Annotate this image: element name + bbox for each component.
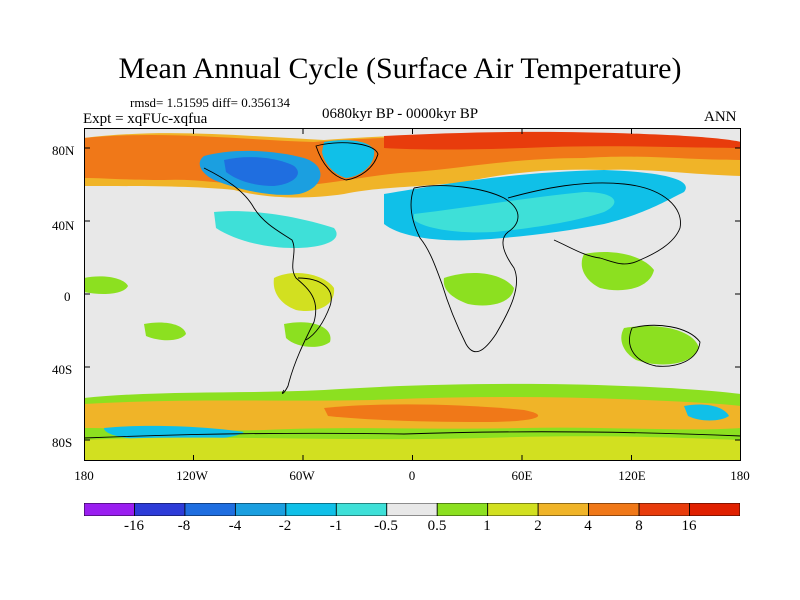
australia-coast [629, 324, 701, 367]
colorbar-label-m2: -2 [278, 518, 292, 534]
lon-label-60e: 60E [511, 468, 533, 483]
lon-label-180w: 180 [74, 468, 94, 483]
antarctic-cool-2 [684, 404, 729, 421]
colorbar-cell [689, 503, 740, 516]
colorbar-cell [487, 503, 539, 516]
period-label: 0680kyr BP - 0000kyr BP [322, 106, 479, 122]
lat-label-40n: 40N [52, 218, 75, 233]
colorbar-label-p16: 16 [681, 518, 697, 534]
colorbar-label-p05: 0.5 [427, 518, 447, 534]
australia-green [621, 326, 699, 365]
lon-label-0: 0 [408, 468, 416, 483]
tick-marks [84, 128, 741, 461]
antarctic-cool [104, 425, 244, 441]
africa-green [443, 273, 514, 306]
lat-label-80n: 80N [52, 143, 75, 158]
colorbar-label-p4: 4 [584, 518, 592, 534]
americas-coast [203, 167, 317, 394]
canada-cold-core [224, 157, 298, 186]
colorbar-cell [537, 503, 590, 516]
colorbar-cell [436, 503, 489, 516]
antarctica-coast [84, 431, 741, 439]
colorbar-cell [386, 503, 438, 516]
greenland-coast [315, 142, 379, 181]
colorbar-cell [335, 503, 388, 516]
colorbar-cell [638, 503, 690, 516]
map-title: Mean Annual Cycle (Surface Air Temperatu… [118, 52, 682, 85]
colorbar-cell [184, 503, 236, 516]
colorbar-cell [588, 503, 640, 516]
colorbar-label-p2: 2 [534, 518, 542, 534]
lon-label-180e: 180 [730, 468, 750, 483]
colorbar-label-m1: -1 [329, 518, 343, 534]
eurasia-cool-light [414, 192, 615, 233]
experiment-label: Expt = xqFUc-xqfua [83, 111, 208, 127]
coastlines [84, 142, 741, 439]
temperature-anomaly-map [84, 128, 741, 461]
europe-africa-coast [410, 185, 519, 353]
greenland-cold [322, 140, 375, 178]
season-label: ANN [704, 109, 737, 125]
colorbar-label-m4: -4 [228, 518, 242, 534]
colorbar-label-p8: 8 [635, 518, 643, 534]
colorbar-label-m8: -8 [177, 518, 191, 534]
colorbar-cell [234, 503, 287, 516]
lon-label-60w: 60W [289, 468, 315, 483]
colorbar-label-p1: 1 [483, 518, 491, 534]
lon-label-120w: 120W [176, 468, 208, 483]
colorbar-label-m05: -0.5 [374, 518, 398, 534]
colorbar-cell [134, 503, 186, 516]
antarctic-rim [84, 436, 741, 461]
colorbar-cell [285, 503, 337, 516]
asia-coast [507, 182, 681, 265]
pacific-green-2 [144, 322, 186, 341]
lon-label-120e: 120E [618, 468, 646, 483]
lat-label-eq: 0 [64, 289, 71, 304]
south-america-east-coast [297, 277, 332, 341]
colorbar [84, 503, 740, 516]
arctic-core [384, 131, 741, 150]
pacific-green [84, 276, 128, 294]
colorbar-cell [84, 503, 135, 516]
southern-ocean-hot [324, 404, 539, 422]
lat-label-40s: 40S [52, 362, 73, 377]
south-america-warm [273, 273, 335, 312]
colorbar-label-m16: -16 [124, 518, 144, 534]
lat-label-80s: 80S [52, 435, 73, 450]
statistics-label: rmsd= 1.51595 diff= 0.356134 [130, 95, 290, 110]
